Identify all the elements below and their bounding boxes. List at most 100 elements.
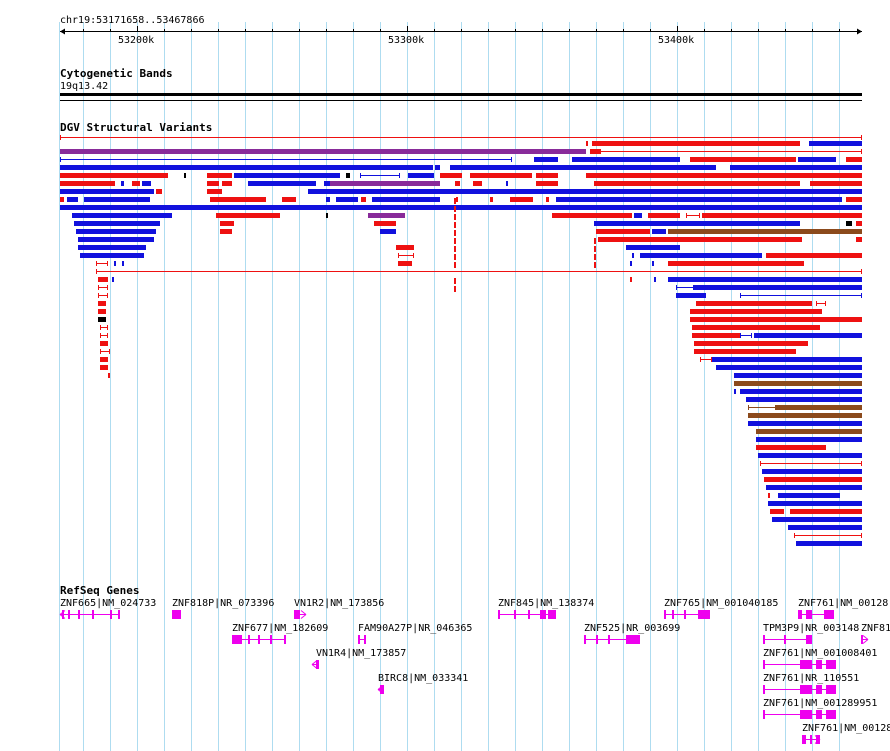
gene-label[interactable]: ZNF761|NM_00128 [798,598,889,609]
variant-bar [78,245,146,250]
variant-bar [552,213,632,218]
gene-label[interactable]: FAM90A27P|NR_046365 [358,623,473,634]
variant-bar [435,165,440,170]
variant-bar [454,238,456,244]
variant-bar [100,341,108,346]
variant-bar [766,253,862,258]
gene-exon [816,710,822,719]
gene-label[interactable]: ZNF761|NM_001289951 [763,698,878,709]
variant-bar [324,181,330,186]
gene-exon [284,635,286,644]
gene-exon [78,610,80,619]
gene-label[interactable]: ZNF665|NM_024733 [60,598,157,609]
variant-bar [98,317,106,322]
gene-exon [861,635,863,644]
gene-exon [763,635,765,644]
variant-bar [594,254,596,260]
gene-label[interactable]: ZNF81 [861,623,890,634]
gene-label[interactable]: ZNF845|NM_138374 [498,598,595,609]
variant-bar [778,493,840,498]
gene-exon [596,635,598,644]
variant-bar [652,261,654,266]
variant-bar [788,525,862,530]
variant-bar [248,181,316,186]
variant-bar [336,197,358,202]
variant-bar [60,165,433,170]
variant-bar [592,141,800,146]
ruler-left-arrow [60,28,65,35]
dgv-track-title[interactable]: DGV Structural Variants [60,121,213,134]
variant-bar [100,365,108,370]
variant-bar [408,173,434,178]
variant-bar [796,541,862,546]
gene-exon [608,635,610,644]
gene-exon [92,610,94,619]
variant-bar [746,397,862,402]
gene-exon [816,660,822,669]
variant-bar [632,253,634,258]
variant-bar [98,309,106,314]
variant-bar [216,213,280,218]
gene-exon [232,635,242,644]
variant-bar [740,389,862,394]
variant-bar [594,238,596,244]
variant-bar [222,181,232,186]
variant-bar [76,229,156,234]
variant-bar [756,429,862,434]
position-label: chr19:53171658..53467866 [60,15,205,26]
gene-exon [824,610,834,619]
ruler-tick-label: 53400k [658,35,695,46]
variant-bar [207,173,232,178]
cytoband-track-title[interactable]: Cytogenetic Bands [60,67,173,80]
gene-label[interactable]: BIRC8|NM_033341 [378,673,469,684]
variant-bar [598,237,802,242]
variant-bar [768,493,770,498]
variant-bar [506,181,508,186]
gene-label[interactable]: ZNF761|NM_00128 [802,723,890,734]
gene-label[interactable]: VN1R2|NM_173856 [294,598,385,609]
variant-bar [634,213,642,218]
variant-bar [846,197,862,202]
variant-bar [756,445,826,450]
gene-exon [826,710,836,719]
gene-label[interactable]: VN1R4|NM_173857 [316,648,407,659]
variant-bar [770,509,784,514]
variant-bar [790,509,862,514]
variant-bar [454,222,456,228]
variant-bar [668,277,862,282]
variant-bar [220,229,232,234]
gene-exon [684,610,686,619]
gene-label[interactable]: ZNF818P|NR_073396 [172,598,275,609]
variant-bar [692,333,740,338]
variant-bar [60,149,586,154]
variant-bar [716,365,862,370]
gene-exon [364,635,366,644]
variant-bar [60,189,154,194]
variant-bar [596,229,650,234]
gene-label[interactable]: ZNF677|NM_182609 [232,623,329,634]
variant-bar [586,141,588,146]
variant-bar [326,213,328,218]
variant-bar [361,197,366,202]
gene-label[interactable]: ZNF525|NR_003699 [584,623,681,634]
variant-bar [454,278,456,284]
gene-label[interactable]: ZNF761|NM_001008401 [763,648,878,659]
variant-bar [712,357,862,362]
variant-bar [121,181,124,186]
gene-strand-arrow [814,735,821,744]
variant-bar [510,197,533,202]
gene-label[interactable]: ZNF765|NM_001040185 [664,598,779,609]
gene-exon [528,610,530,619]
variant-bar [380,229,396,234]
variant-bar [734,381,862,386]
variant-bar [454,206,456,212]
gene-exon [358,635,360,644]
ruler-tick-label: 53200k [118,35,155,46]
gene-label[interactable]: TPM3P9|NR_003148 [763,623,860,634]
variant-bar [473,181,482,186]
refseq-track-title[interactable]: RefSeq Genes [60,584,140,597]
variant-bar [490,197,493,202]
variant-bar [454,214,456,220]
variant-bar [67,197,78,202]
gene-label[interactable]: ZNF761|NR_110551 [763,673,860,684]
